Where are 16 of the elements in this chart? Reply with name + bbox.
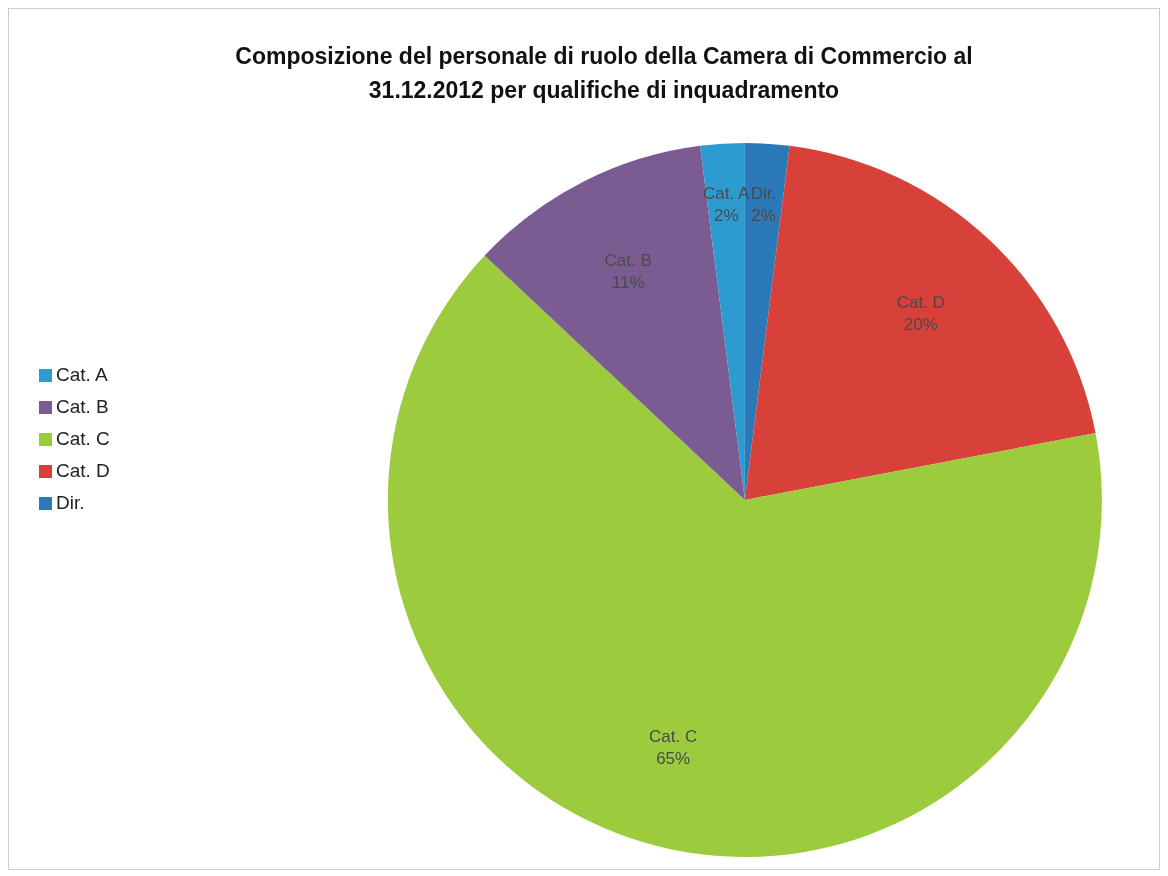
data-label: 2% (751, 206, 776, 226)
slice-label: Cat. C (649, 726, 698, 746)
data-label: 65% (656, 748, 691, 768)
data-label: 11% (611, 272, 645, 292)
chart-title: Composizione del personale di ruolo della Camera di Commercio al 31.12.2012 per qualifiche di inquadramento (234, 42, 974, 105)
pie-slice (387, 255, 1102, 857)
slice-label: Cat. D (896, 292, 945, 312)
legend-label: Dir. (56, 492, 85, 513)
legend-label: Cat. C (56, 428, 110, 449)
legend-label: Cat. D (56, 460, 110, 481)
data-label: 2% (713, 206, 739, 226)
legend-label: Cat. B (56, 396, 109, 417)
legend-label: Cat. A (56, 364, 108, 385)
slice-label: Cat. B (604, 250, 652, 270)
data-label: 20% (903, 314, 938, 334)
slice-label: Dir. (750, 184, 777, 204)
